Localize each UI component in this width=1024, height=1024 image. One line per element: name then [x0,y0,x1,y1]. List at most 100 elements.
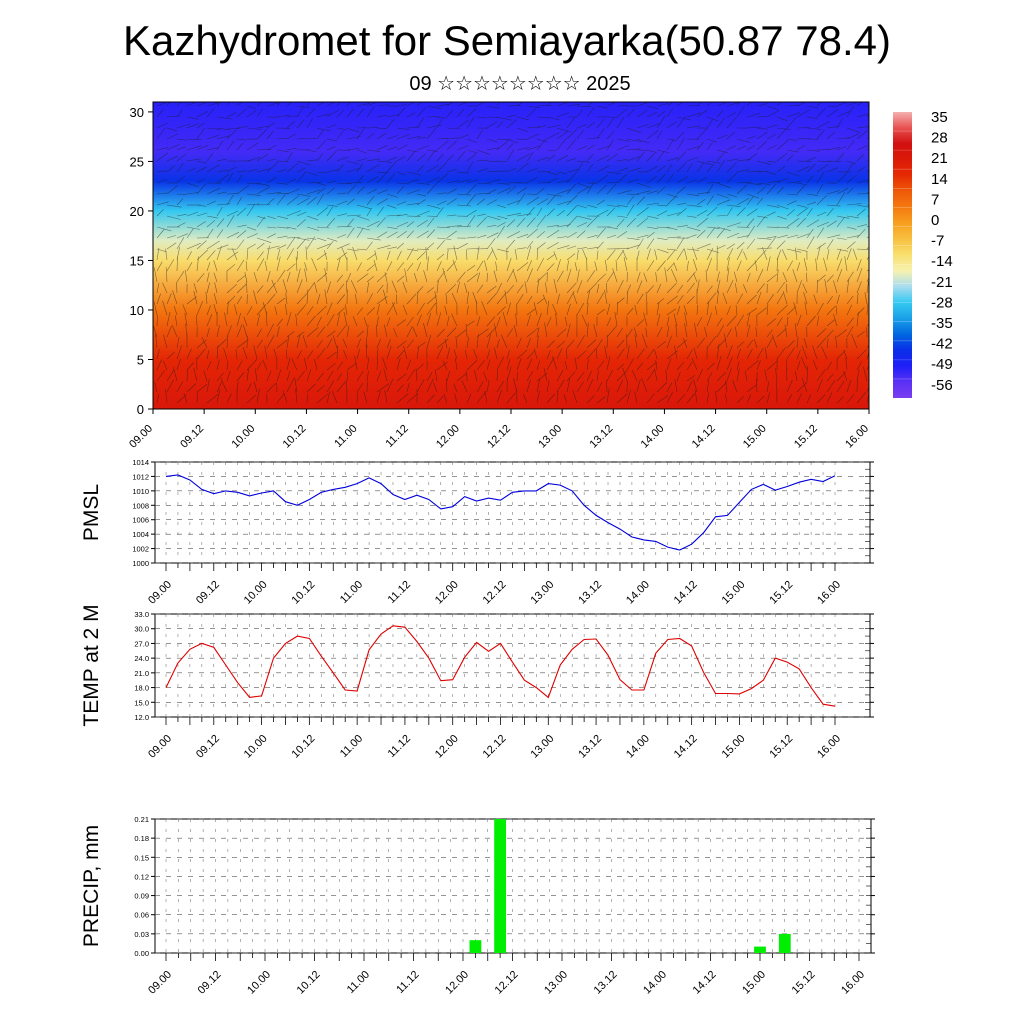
precip-ylabel: PRECIP, mm [80,825,103,947]
temp-panel: 12.0 15.0 18.0 21.0 24.0 27.0 30.0 33.0 09.00 09.… [80,604,874,761]
temp-xtick-label: 11.12 [386,733,413,760]
precip-bar [494,819,506,953]
pmsl-ytick-label: 1014 [132,458,149,467]
precip-xtick-label: 10.12 [295,969,323,997]
cross-section-ytick-label: 30 [130,105,144,120]
pmsl-ytick-label: 1010 [132,487,149,496]
precip-xtick-label: 14.00 [641,969,669,997]
colorbar-label: -42 [931,336,953,353]
pmsl-xtick-label: 12.12 [481,579,509,607]
pmsl-ytick-label: 1012 [132,472,149,481]
precip-xtick-label: 15.12 [790,969,818,997]
temp-ylabel: TEMP at 2 M [80,604,103,726]
cross-section-ytick-label: 20 [130,204,144,219]
precip-ytick-label: 0.06 [134,911,149,920]
temp-xtick-label: 11.00 [338,733,365,760]
colorbar-label: 14 [931,171,948,188]
pmsl-ylabel: PMSL [80,484,103,541]
temp-ytick-label: 21.0 [134,669,149,678]
precip-ytick-label: 0.03 [134,930,149,939]
pmsl-ytick-label: 1004 [132,530,149,539]
precip-ytick-label: 0.15 [134,853,149,862]
temp-xtick-label: 15.00 [720,733,748,761]
precip-xtick-label: 11.12 [394,969,421,996]
pmsl-xtick-label: 12.00 [433,579,461,607]
colorbar-label: -21 [931,274,953,291]
cross-section-xtick-label: 11.12 [383,423,410,450]
pmsl-ytick-label: 1008 [132,501,149,510]
precip-xtick-label: 14.12 [691,969,719,997]
colorbar: 35 28 21 14 7 0 -7 -14 -21 -28 -35 -42 -49 -56 [893,109,953,398]
pmsl-xtick-label: 15.00 [720,579,748,607]
cross-section-ytick-label: 0 [137,402,144,417]
precip-xtick-label: 09.00 [146,969,174,997]
temp-xtick-label: 15.12 [767,733,795,761]
temp-xtick-label: 14.00 [624,733,652,761]
precip-bar [778,933,791,953]
pmsl-xtick-label: 14.12 [672,579,700,607]
pmsl-ytick-label: 1002 [132,545,149,554]
temp-ytick-label: 33.0 [134,610,149,619]
pmsl-panel: 1000 1002 1004 1006 1008 1010 1012 1014 09.00 09.… [80,458,874,607]
cross-section-xtick-label: 11.00 [332,423,359,450]
temp-xtick-label: 14.12 [672,733,700,761]
pmsl-xtick-label: 11.12 [386,579,413,606]
precip-xtick-label: 12.00 [443,969,471,997]
temp-xtick-label: 10.12 [290,733,318,761]
cross-section-xtick-label: 12.00 [434,423,462,451]
cross-section-ytick-label: 10 [130,303,144,318]
temp-xtick-label: 13.00 [528,733,556,761]
temp-ytick-label: 24.0 [134,654,149,663]
page-title: Kazhydromet for Semiayarka(50.87 78.4) [122,17,892,64]
cross-section-xtick-label: 14.12 [690,423,718,451]
pmsl-xtick-label: 09.12 [194,579,222,607]
temp-xtick-label: 13.12 [576,733,604,761]
colorbar-label: -49 [931,356,953,373]
cross-section-xtick-label: 15.12 [792,423,820,451]
temp-ytick-label: 15.0 [134,698,149,707]
cross-section-xtick-label: 09.12 [178,423,206,451]
pmsl-xtick-label: 16.00 [815,579,843,607]
cross-section-ytick-label: 5 [137,352,144,367]
pmsl-xtick-label: 13.12 [576,579,604,607]
page-subtitle: 09 ☆☆☆☆☆☆☆☆ 2025 [409,73,631,95]
temp-ytick-label: 18.0 [134,684,149,693]
precip-xtick-label: 09.12 [196,969,224,997]
precip-xtick-label: 15.00 [740,969,768,997]
cross-section-field [153,102,869,409]
precip-frame [154,818,872,954]
colorbar-label: 0 [931,212,939,229]
temp-ytick-label: 30.0 [134,625,149,634]
precip-xtick-label: 11.00 [345,969,372,996]
cross-section-xtick-label: 14.00 [639,423,667,451]
cross-section-xtick-label: 10.00 [229,423,257,451]
colorbar-label: -28 [931,294,953,311]
temp-xtick-label: 09.12 [194,733,222,761]
precip-ytick-label: 0.00 [134,949,149,958]
colorbar-label: -7 [931,233,944,250]
pmsl-ytick-label: 1006 [132,516,149,525]
temp-xtick-label: 09.00 [146,733,174,761]
temp-xtick-label: 12.00 [433,733,461,761]
precip-panel: 0.00 0.03 0.06 0.09 0.12 0.15 0.18 0.21 09.00 09.… [80,815,875,997]
precip-ytick-label: 0.21 [134,815,149,824]
temp-xtick-label: 16.00 [815,733,843,761]
precip-xtick-label: 12.12 [493,969,521,997]
cross-section-xtick-label: 10.12 [281,423,309,451]
wind-barbs [153,102,869,404]
colorbar-label: 21 [931,150,948,167]
colorbar-label: 7 [931,191,939,208]
cross-section-ytick-label: 25 [130,154,144,169]
cross-section-xtick-label: 13.00 [536,423,564,451]
colorbar-label: -56 [931,377,953,394]
precip-bar [469,940,482,953]
cross-section-xtick-label: 09.00 [127,423,155,451]
cross-section-ytick-label: 15 [130,253,144,268]
precip-xtick-label: 10.00 [245,969,273,997]
temp-xtick-label: 12.12 [481,733,509,761]
cross-section-xtick-label: 15.00 [741,423,769,451]
colorbar-label: 35 [931,109,948,126]
pmsl-ytick-label: 1000 [132,559,149,568]
cross-section-xtick-label: 12.12 [485,423,513,451]
precip-ytick-label: 0.12 [134,872,149,881]
